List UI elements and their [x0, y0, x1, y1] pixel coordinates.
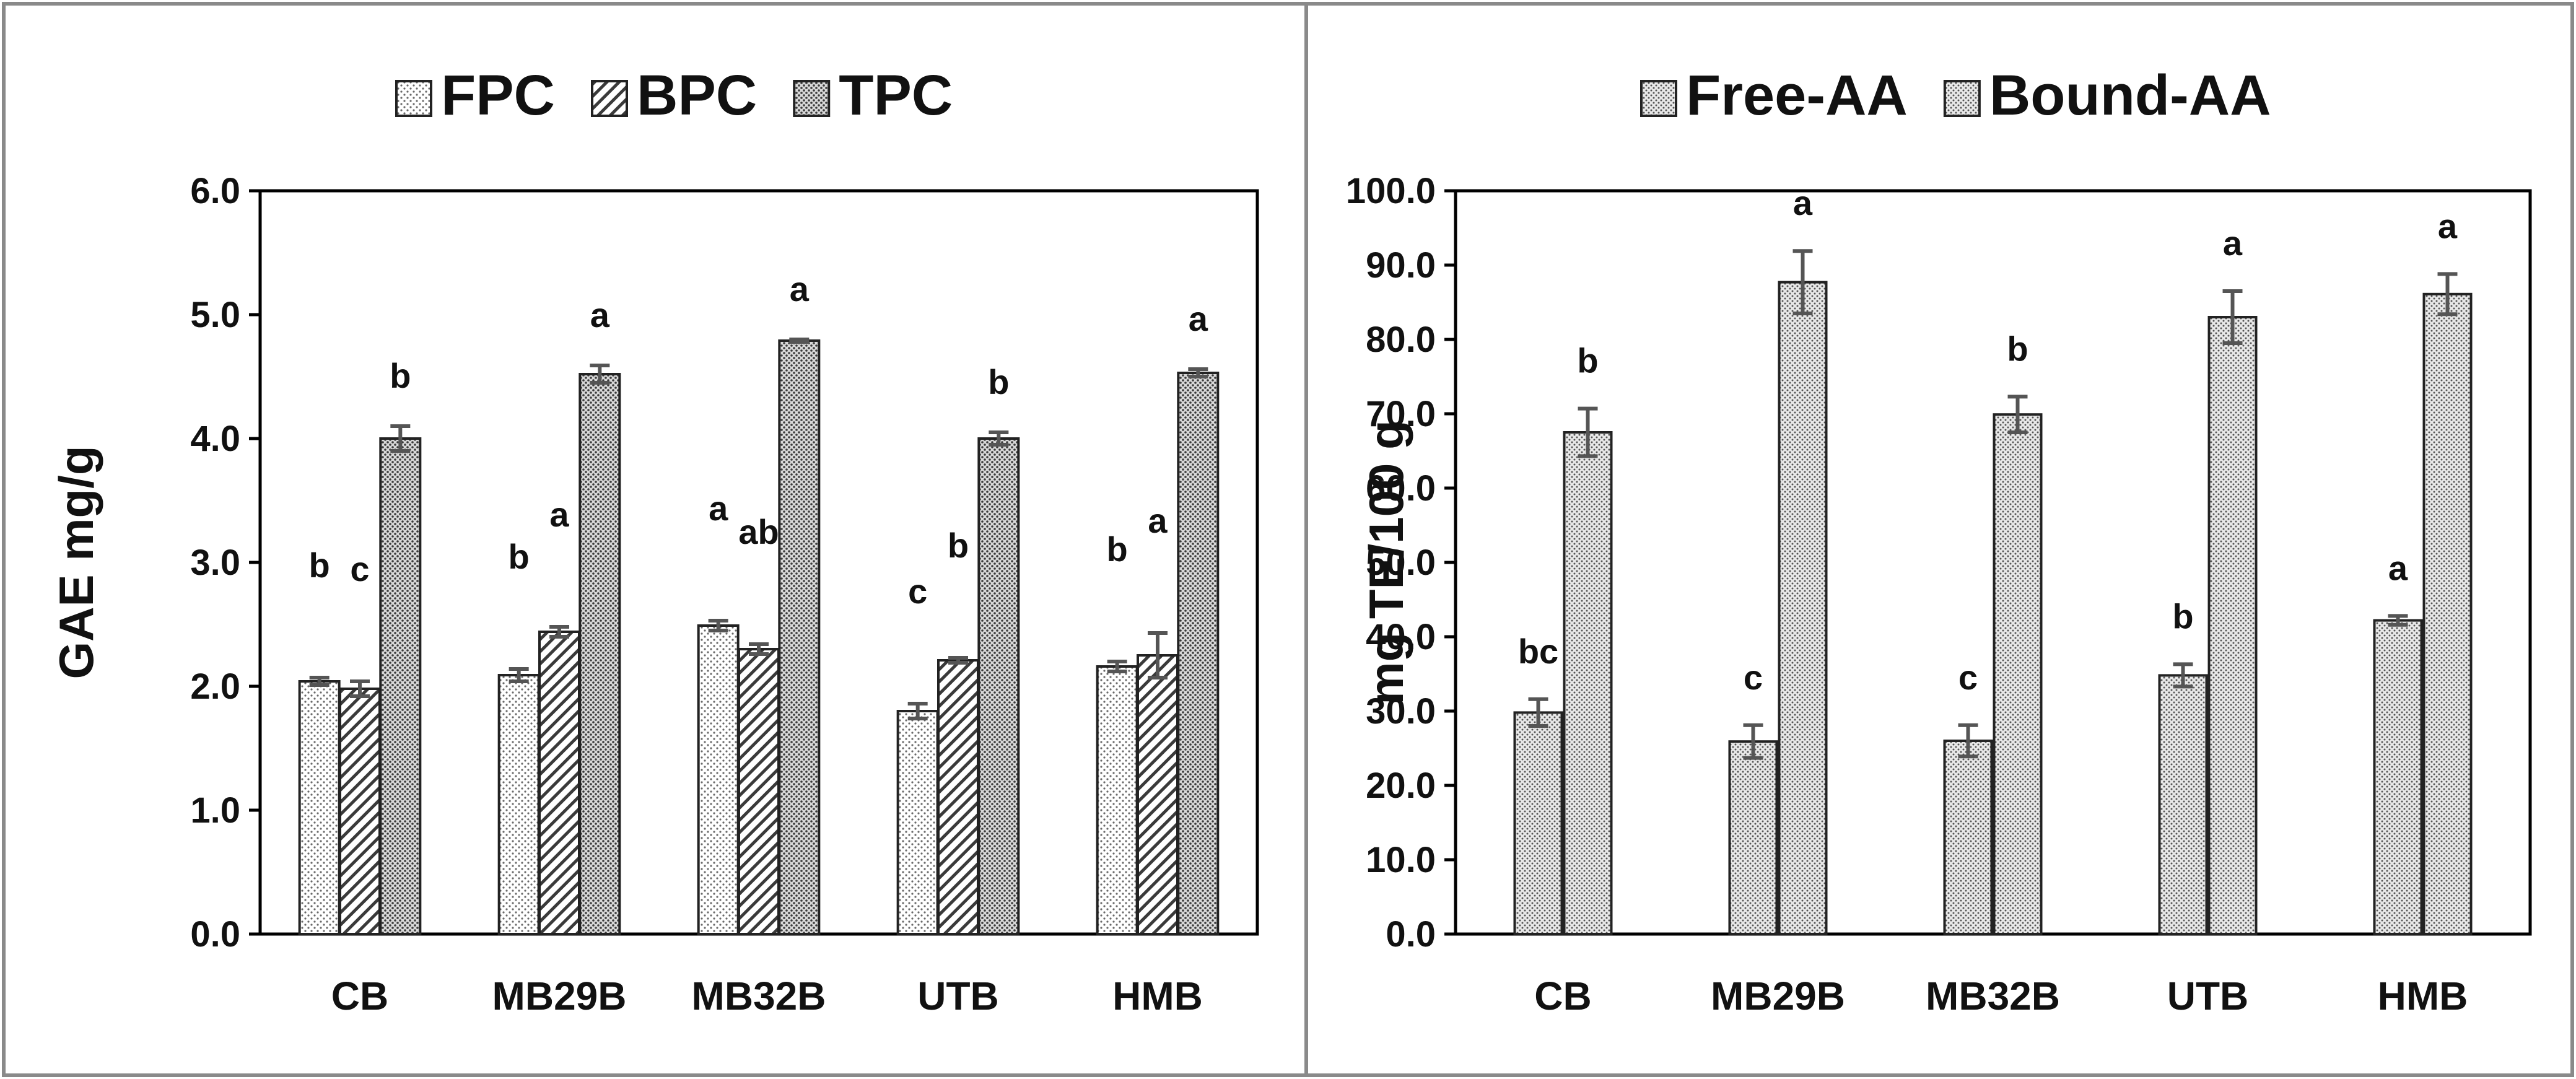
bar-free-aa-hmb — [2373, 619, 2423, 935]
legend-label-bound-aa: Bound-AA — [1989, 64, 2271, 127]
significance-label-bpc-mb29b: a — [549, 495, 569, 534]
legend-swatch-fpc — [395, 80, 432, 117]
significance-label-bpc-mb32b: ab — [738, 512, 779, 551]
bar-bound-aa-utb — [2207, 316, 2258, 935]
bar-fpc-mb29b — [497, 674, 540, 935]
y-tick-label: 4.0 — [190, 419, 240, 459]
y-tick-label: 2.0 — [190, 666, 240, 707]
x-category-label-hmb: HMB — [1112, 974, 1203, 1018]
legend-swatch-tpc — [793, 80, 831, 117]
bar-bound-aa-hmb — [2422, 292, 2473, 935]
significance-label-tpc-cb: b — [390, 356, 411, 395]
significance-label-fpc-utb: c — [908, 572, 927, 611]
antioxidant-activity-chart: 0.0 10.0 20.0 30.0 40.0 50.0 60.0 70.0 80.0 90.0 1… — [1346, 64, 2532, 1018]
bar-bpc-cb — [339, 688, 381, 935]
y-tick-label: 80.0 — [1366, 320, 1436, 360]
significance-label-bound-aa-mb32b: b — [2007, 329, 2028, 368]
significance-label-bound-aa-mb29b: a — [1793, 183, 1813, 222]
significance-label-tpc-mb32b: a — [790, 269, 810, 308]
y-tick-label: 0.0 — [190, 914, 240, 954]
bar-fpc-hmb — [1096, 665, 1138, 935]
bar-bound-aa-cb — [1563, 431, 1613, 935]
bar-fpc-utb — [896, 710, 939, 935]
y-tick-label: 100.0 — [1346, 171, 1436, 211]
y-tick-label: 70.0 — [1366, 394, 1436, 434]
bar-bpc-hmb — [1137, 654, 1179, 935]
significance-label-bound-aa-utb: a — [2223, 224, 2243, 263]
legend-label-fpc: FPC — [441, 64, 555, 127]
bar-tpc-utb — [977, 437, 1020, 935]
y-tick-label: 6.0 — [190, 171, 240, 211]
legend-swatch-free-aa — [1640, 80, 1677, 117]
bar-bpc-utb — [937, 659, 979, 935]
significance-label-bound-aa-hmb: a — [2438, 206, 2458, 245]
significance-label-fpc-cb: b — [309, 546, 330, 585]
x-category-label-utb: UTB — [917, 974, 999, 1018]
bar-fpc-cb — [298, 680, 341, 935]
significance-label-tpc-mb29b: a — [590, 295, 610, 334]
x-category-label-utb: UTB — [2167, 974, 2249, 1018]
significance-label-free-aa-utb: b — [2172, 596, 2193, 636]
significance-label-free-aa-mb32b: c — [1958, 658, 1978, 697]
legend-label-free-aa: Free-AA — [1686, 64, 1908, 127]
bar-bound-aa-mb32b — [1993, 413, 2043, 935]
x-category-label-hmb: HMB — [2378, 974, 2468, 1018]
y-tick-label: 5.0 — [190, 295, 240, 335]
y-tick-label: 60.0 — [1366, 468, 1436, 509]
significance-label-bpc-cb: c — [350, 549, 369, 588]
significance-label-tpc-hmb: a — [1189, 299, 1208, 338]
significance-label-free-aa-cb: bc — [1518, 632, 1558, 671]
x-category-label-cb: CB — [1534, 974, 1591, 1018]
bar-free-aa-utb — [2158, 674, 2208, 936]
bar-tpc-cb — [379, 437, 422, 935]
y-axis-title: mg TE/100 g — [1359, 420, 1413, 704]
bar-free-aa-mb32b — [1943, 740, 1993, 935]
y-tick-label: 90.0 — [1366, 245, 1436, 286]
y-tick-label: 1.0 — [190, 790, 240, 831]
bar-bpc-mb32b — [738, 648, 780, 935]
bar-fpc-mb32b — [697, 624, 740, 935]
y-axis-title: GAE mg/g — [49, 445, 103, 679]
legend-label-tpc: TPC — [839, 64, 953, 127]
significance-label-fpc-mb32b: a — [709, 489, 728, 528]
bar-bound-aa-mb29b — [1778, 281, 1828, 936]
significance-label-bound-aa-cb: b — [1577, 341, 1598, 380]
significance-label-bpc-utb: b — [948, 526, 969, 565]
y-tick-label: 40.0 — [1366, 617, 1436, 657]
y-tick-label: 20.0 — [1366, 766, 1436, 806]
x-category-label-mb29b: MB29B — [492, 974, 627, 1018]
legend-swatch-bpc — [591, 80, 628, 117]
y-tick-label: 0.0 — [1386, 914, 1436, 954]
significance-label-fpc-mb29b: b — [509, 537, 530, 576]
x-category-label-mb32b: MB32B — [1926, 974, 2060, 1018]
bar-tpc-mb32b — [778, 339, 821, 935]
y-tick-label: 50.0 — [1366, 543, 1436, 583]
significance-label-free-aa-mb29b: c — [1744, 658, 1763, 697]
significance-label-bpc-hmb: a — [1148, 501, 1168, 540]
significance-label-free-aa-hmb: a — [2388, 548, 2408, 587]
significance-label-fpc-hmb: b — [1107, 530, 1128, 569]
y-tick-label: 10.0 — [1366, 840, 1436, 880]
x-category-label-cb: CB — [331, 974, 388, 1018]
legend-label-bpc: BPC — [637, 64, 757, 127]
bar-tpc-mb29b — [579, 373, 621, 935]
bar-free-aa-cb — [1513, 711, 1563, 936]
bar-tpc-hmb — [1177, 372, 1220, 935]
bar-free-aa-mb29b — [1728, 740, 1778, 935]
bar-bpc-mb29b — [538, 631, 580, 935]
legend-swatch-bound-aa — [1943, 80, 1981, 117]
x-category-label-mb32b: MB32B — [692, 974, 826, 1018]
x-category-label-mb29b: MB29B — [1711, 974, 1845, 1018]
y-tick-label: 30.0 — [1366, 691, 1436, 732]
significance-label-tpc-utb: b — [988, 362, 1009, 401]
y-tick-label: 3.0 — [190, 543, 240, 583]
